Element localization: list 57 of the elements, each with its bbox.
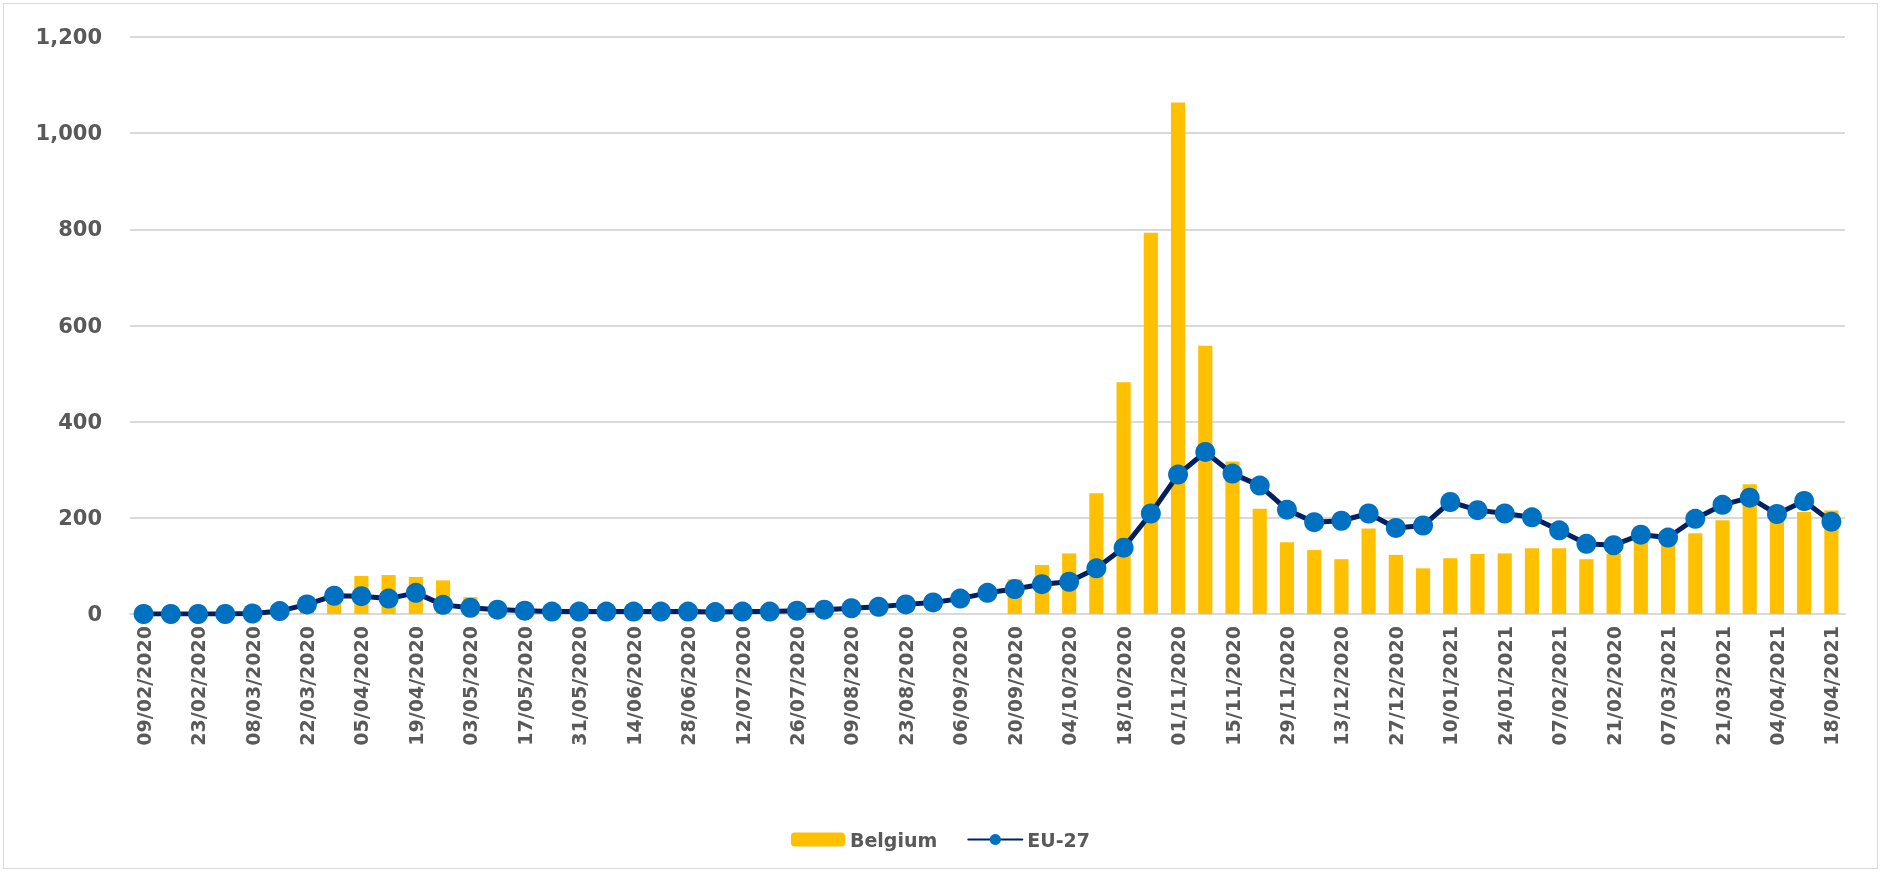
x-tick-label: 18/04/2021	[1820, 626, 1843, 746]
bar	[1497, 553, 1512, 614]
bar	[1252, 508, 1267, 614]
x-tick-label: 03/05/2020	[459, 626, 482, 746]
bar	[1279, 542, 1295, 614]
x-tick-label: 15/11/2020	[1221, 626, 1244, 746]
x-tick-label: 29/11/2020	[1275, 626, 1298, 746]
legend-label: EU-27	[1027, 828, 1091, 851]
bar	[1361, 528, 1376, 614]
bar	[1443, 558, 1458, 614]
x-tick-label: 05/04/2020	[350, 626, 373, 746]
x-tick-label: 24/01/2021	[1493, 626, 1516, 746]
bar	[1524, 548, 1540, 614]
x-tick-label: 26/07/2020	[785, 626, 808, 746]
x-tick-label: 12/07/2020	[731, 626, 754, 746]
x-tick-label: 28/06/2020	[677, 626, 700, 746]
bar	[1388, 554, 1403, 614]
x-tick-label: 17/05/2020	[513, 626, 536, 746]
x-tick-label: 07/02/2021	[1548, 626, 1571, 746]
x-tick-label: 13/12/2020	[1330, 626, 1353, 746]
x-tick-label: 09/02/2020	[132, 626, 155, 746]
bar	[1552, 548, 1567, 614]
x-tick-label: 21/02/2020	[1602, 626, 1625, 746]
x-tick-label: 14/06/2020	[622, 626, 645, 746]
x-tick-label: 27/12/2020	[1384, 626, 1407, 746]
bar	[1579, 559, 1594, 614]
bar	[1334, 559, 1349, 614]
bar	[1715, 520, 1730, 614]
x-tick-label: 07/03/2021	[1657, 626, 1680, 746]
x-tick-label: 04/04/2021	[1765, 626, 1788, 746]
y-tick-label: 600	[58, 313, 102, 338]
x-tick-label: 10/01/2021	[1439, 626, 1462, 746]
x-tick-label: 23/02/2020	[187, 626, 210, 746]
x-tick-label: 18/10/2020	[1112, 626, 1135, 746]
bar	[1170, 102, 1186, 614]
y-tick-label: 1,000	[35, 121, 102, 146]
x-tick-label: 04/10/2020	[1058, 626, 1081, 746]
y-tick-label: 1,200	[35, 25, 102, 49]
x-tick-label: 06/09/2020	[949, 626, 972, 746]
x-tick-label: 22/03/2020	[295, 626, 318, 746]
legend-label: Belgium	[849, 828, 938, 851]
x-tick-label: 19/04/2020	[404, 626, 427, 746]
bar	[1688, 533, 1703, 614]
bar	[1470, 553, 1485, 614]
y-tick-label: 800	[58, 217, 102, 242]
x-tick-label: 08/03/2020	[241, 626, 264, 746]
x-tick-label: 21/03/2021	[1711, 626, 1734, 746]
x-tick-label: 23/08/2020	[894, 626, 917, 746]
x-tick-label: 09/08/2020	[840, 626, 863, 746]
bar	[1307, 550, 1322, 614]
x-tick-label: 01/11/2020	[1167, 626, 1190, 746]
x-tick-label: 31/05/2020	[568, 626, 591, 746]
x-tick-label: 20/09/2020	[1003, 626, 1026, 746]
y-tick-label: 400	[58, 409, 102, 434]
y-tick-label: 0	[87, 602, 102, 626]
y-tick-label: 200	[58, 505, 102, 530]
bar	[1415, 568, 1431, 614]
